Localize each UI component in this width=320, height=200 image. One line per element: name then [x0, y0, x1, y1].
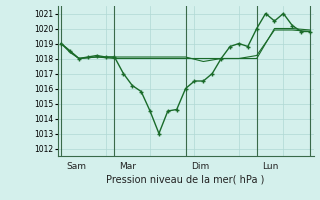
Text: Lun: Lun [262, 162, 278, 171]
Text: Mar: Mar [120, 162, 137, 171]
Text: Dim: Dim [191, 162, 209, 171]
Text: Pression niveau de la mer( hPa ): Pression niveau de la mer( hPa ) [107, 174, 265, 184]
Text: Sam: Sam [66, 162, 86, 171]
